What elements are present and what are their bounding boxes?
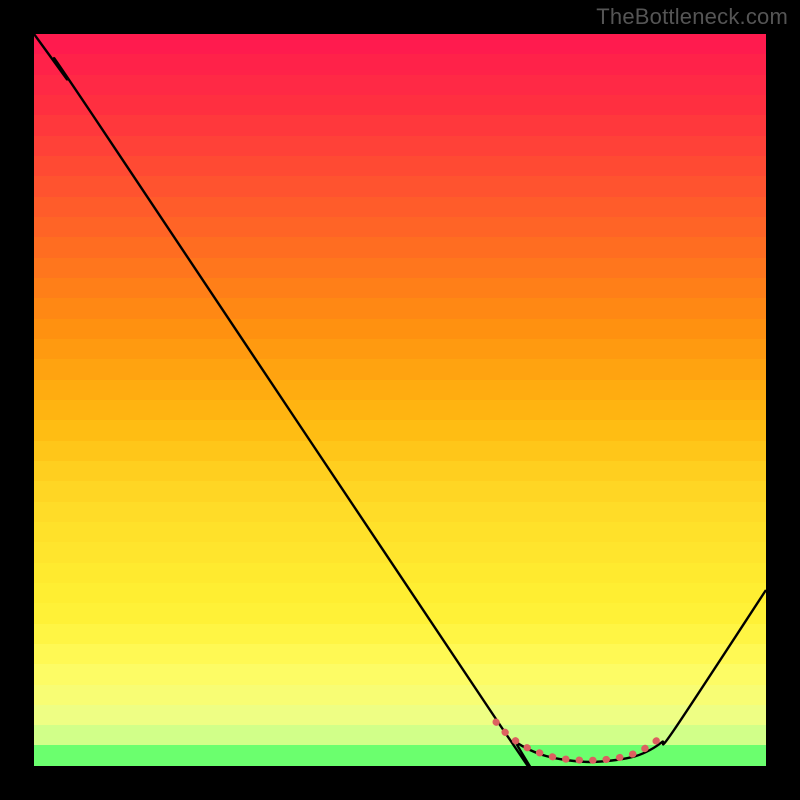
gradient-row (34, 237, 766, 257)
gradient-row (34, 583, 766, 603)
gradient-row (34, 461, 766, 481)
gradient-row (34, 624, 766, 644)
gradient-row (34, 502, 766, 522)
gradient-row (34, 380, 766, 400)
gradient-row (34, 420, 766, 440)
plot-area (34, 34, 766, 766)
gradient-row (34, 441, 766, 461)
watermark-text: TheBottleneck.com (596, 4, 788, 30)
gradient-row (34, 359, 766, 379)
gradient-row (34, 278, 766, 298)
gradient-background (34, 34, 766, 766)
gradient-row (34, 95, 766, 115)
gradient-row (34, 685, 766, 705)
gradient-row (34, 197, 766, 217)
gradient-row (34, 400, 766, 420)
gradient-row (34, 339, 766, 359)
gradient-row (34, 258, 766, 278)
gradient-row (34, 75, 766, 95)
gradient-row (34, 563, 766, 583)
gradient-row (34, 644, 766, 664)
gradient-row (34, 298, 766, 318)
gradient-row (34, 136, 766, 156)
gradient-row (34, 176, 766, 196)
gradient-row (34, 217, 766, 237)
gradient-row (34, 542, 766, 562)
gradient-row (34, 115, 766, 135)
gradient-row (34, 319, 766, 339)
gradient-row (34, 481, 766, 501)
gradient-row (34, 664, 766, 684)
gradient-row (34, 603, 766, 623)
gradient-row (34, 705, 766, 725)
gradient-row (34, 522, 766, 542)
gradient-row (34, 34, 766, 54)
gradient-row (34, 725, 766, 745)
chart-canvas: TheBottleneck.com (0, 0, 800, 800)
gradient-row (34, 54, 766, 74)
gradient-row (34, 745, 766, 765)
gradient-row (34, 156, 766, 176)
